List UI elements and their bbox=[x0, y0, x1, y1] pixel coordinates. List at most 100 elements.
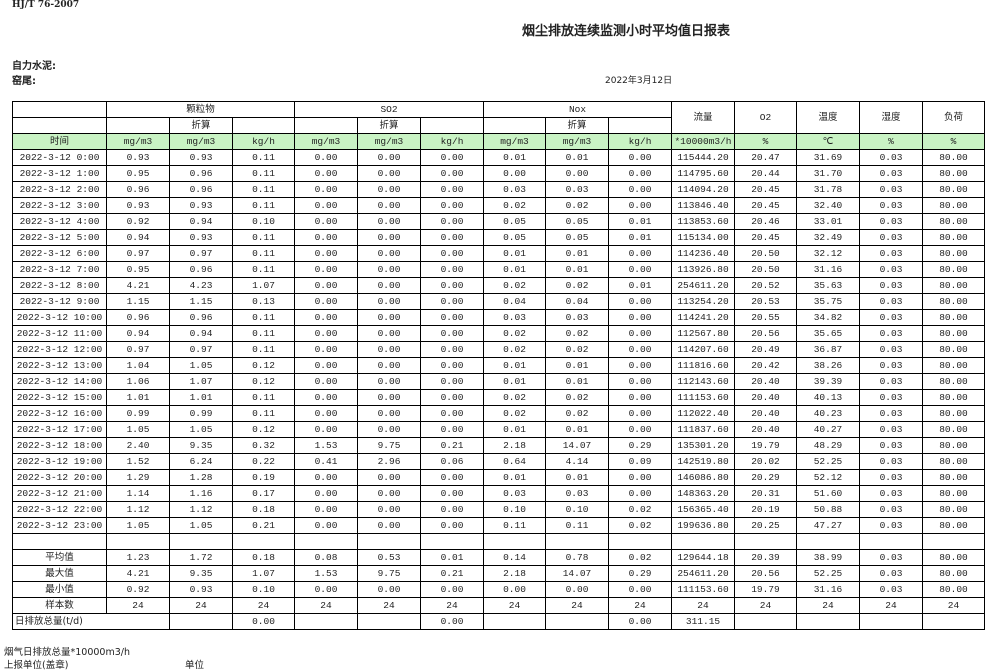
value-cell: 0.03 bbox=[859, 293, 923, 310]
value-cell: 0.32 bbox=[232, 437, 295, 454]
value-cell: 20.53 bbox=[734, 293, 797, 310]
flue-gas-total-label: 烟气日排放总量*10000m3/h bbox=[4, 647, 130, 658]
value-cell: 0.94 bbox=[169, 213, 233, 230]
value-cell: 0.01 bbox=[545, 421, 609, 438]
value-cell: 48.29 bbox=[796, 437, 860, 454]
value-cell: 20.40 bbox=[734, 405, 797, 422]
value-cell: 24 bbox=[483, 597, 546, 614]
value-cell: 0.03 bbox=[859, 229, 923, 246]
unit-cell: kg/h bbox=[232, 133, 295, 150]
value-cell: 50.88 bbox=[796, 501, 860, 518]
table-row: 2022-3-12 23:00 1.05 1.05 0.21 0.00 0.00 0.00 0… bbox=[12, 517, 985, 534]
standard-code: HJ/T 76-2007 bbox=[12, 0, 80, 10]
value-cell: 0.11 bbox=[232, 181, 295, 198]
unit-cell: kg/h bbox=[420, 133, 484, 150]
value-cell: 0.99 bbox=[169, 405, 233, 422]
value-cell: 0.00 bbox=[294, 149, 358, 166]
value-cell: 0.03 bbox=[859, 325, 923, 342]
value-cell: 20.50 bbox=[734, 261, 797, 278]
value-cell: 0.04 bbox=[483, 293, 546, 310]
value-cell: 0.01 bbox=[545, 373, 609, 390]
value-cell: 80.00 bbox=[922, 181, 985, 198]
value-cell: 112143.60 bbox=[671, 373, 735, 390]
table-row: 2022-3-12 6:00 0.97 0.97 0.11 0.00 0.00 0.00 0.… bbox=[12, 245, 985, 262]
value-cell: 0.93 bbox=[106, 149, 170, 166]
time-cell: 2022-3-12 23:00 bbox=[12, 517, 107, 534]
value-cell: 0.03 bbox=[483, 181, 546, 198]
value-cell: 115444.20 bbox=[671, 149, 735, 166]
value-cell: 0.00 bbox=[420, 517, 484, 534]
table-row: 2022-3-12 21:00 1.14 1.16 0.17 0.00 0.00 0.00 0… bbox=[12, 485, 985, 502]
blank-cell bbox=[922, 613, 985, 630]
stat-row: 最小值 0.92 0.93 0.10 0.00 0.00 0.00 0.00 0.00 0.00 1… bbox=[12, 581, 985, 598]
value-cell: 0.01 bbox=[483, 373, 546, 390]
value-cell: 39.39 bbox=[796, 373, 860, 390]
value-cell: 0.00 bbox=[608, 357, 672, 374]
value-cell: 0.00 bbox=[294, 229, 358, 246]
table-row: 2022-3-12 2:00 0.96 0.96 0.11 0.00 0.00 0.00 0.… bbox=[12, 181, 985, 198]
value-cell: 0.00 bbox=[483, 581, 546, 598]
value-cell: 36.87 bbox=[796, 341, 860, 358]
value-cell: 0.03 bbox=[859, 357, 923, 374]
value-cell: 0.00 bbox=[294, 245, 358, 262]
value-cell: 31.16 bbox=[796, 261, 860, 278]
value-cell: 9.35 bbox=[169, 437, 233, 454]
value-cell: 0.02 bbox=[545, 197, 609, 214]
value-cell: 2.40 bbox=[106, 437, 170, 454]
blank-cell bbox=[922, 533, 985, 550]
value-cell: 4.21 bbox=[106, 565, 170, 582]
value-cell: 114207.60 bbox=[671, 341, 735, 358]
value-cell: 0.00 bbox=[420, 405, 484, 422]
value-cell: 24 bbox=[545, 597, 609, 614]
daily-total-row: 日排放总量(t/d) 0.00 0.00 0.00 311.15 bbox=[12, 613, 985, 630]
value-cell: 1.05 bbox=[106, 517, 170, 534]
value-cell: 0.00 bbox=[294, 309, 358, 326]
value-cell: 9.75 bbox=[357, 565, 421, 582]
value-cell: 111153.60 bbox=[671, 581, 735, 598]
value-cell: 19.79 bbox=[734, 437, 797, 454]
value-cell: 0.01 bbox=[483, 261, 546, 278]
value-cell: 114236.40 bbox=[671, 245, 735, 262]
header-row-converted: 折算 折算 折算 bbox=[12, 117, 985, 134]
value-cell: 0.11 bbox=[232, 197, 295, 214]
value-cell: 0.00 bbox=[294, 501, 358, 518]
value-cell: 51.60 bbox=[796, 485, 860, 502]
value-cell: 0.00 bbox=[420, 469, 484, 486]
value-cell: 0.11 bbox=[232, 165, 295, 182]
table-row: 2022-3-12 16:00 0.99 0.99 0.11 0.00 0.00 0.00 0… bbox=[12, 405, 985, 422]
value-cell: 0.00 bbox=[294, 165, 358, 182]
value-cell: 32.12 bbox=[796, 245, 860, 262]
blank-cell bbox=[106, 533, 170, 550]
blank-cell bbox=[12, 533, 107, 550]
table-row: 2022-3-12 22:00 1.12 1.12 0.18 0.00 0.00 0.00 0… bbox=[12, 501, 985, 518]
time-cell: 2022-3-12 7:00 bbox=[12, 261, 107, 278]
value-cell: 80.00 bbox=[922, 197, 985, 214]
value-cell: 1.01 bbox=[106, 389, 170, 406]
value-cell: 0.97 bbox=[169, 341, 233, 358]
value-cell: 112567.80 bbox=[671, 325, 735, 342]
value-cell: 146086.80 bbox=[671, 469, 735, 486]
value-cell: 0.00 bbox=[294, 277, 358, 294]
value-cell: 1.05 bbox=[169, 517, 233, 534]
report-title: 烟尘排放连续监测小时平均值日报表 bbox=[0, 20, 730, 39]
value-cell: 0.01 bbox=[483, 149, 546, 166]
value-cell: 1.07 bbox=[232, 277, 295, 294]
value-cell: 0.00 bbox=[357, 389, 421, 406]
value-cell: 80.00 bbox=[922, 549, 985, 566]
value-cell: 20.56 bbox=[734, 325, 797, 342]
value-cell: 0.93 bbox=[169, 229, 233, 246]
value-cell: 0.00 bbox=[294, 421, 358, 438]
value-cell: 80.00 bbox=[922, 213, 985, 230]
value-cell: 0.03 bbox=[859, 149, 923, 166]
value-cell: 80.00 bbox=[922, 309, 985, 326]
value-cell: 20.49 bbox=[734, 341, 797, 358]
value-cell: 0.00 bbox=[420, 373, 484, 390]
value-cell: 0.78 bbox=[545, 549, 609, 566]
table-row: 2022-3-12 8:00 4.21 4.23 1.07 0.00 0.00 0.00 0.… bbox=[12, 277, 985, 294]
value-cell: 0.06 bbox=[420, 453, 484, 470]
value-cell: 113254.20 bbox=[671, 293, 735, 310]
value-cell: 0.00 bbox=[420, 245, 484, 262]
value-cell: 0.00 bbox=[294, 581, 358, 598]
value-cell: 0.29 bbox=[608, 565, 672, 582]
value-cell: 0.00 bbox=[357, 213, 421, 230]
